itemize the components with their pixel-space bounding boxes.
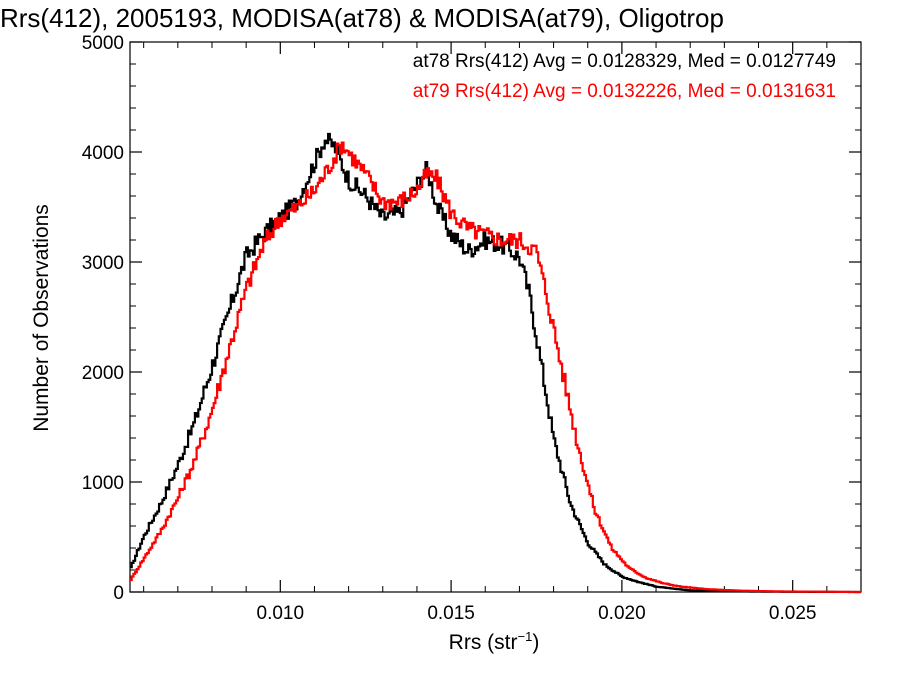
y-tick-label: 0 <box>113 583 124 604</box>
y-tick-label: 5000 <box>82 33 124 54</box>
series-line-at79 <box>130 141 861 594</box>
y-axis-label: Number of Observations <box>30 204 53 432</box>
y-tick-label: 1000 <box>82 473 124 494</box>
x-tick-label: 0.015 <box>427 603 475 624</box>
x-axis-label: Rrs (str−1) <box>449 629 540 654</box>
series-lines <box>130 132 861 594</box>
x-axis-label-main: Rrs (str <box>449 631 518 654</box>
x-axis-label-close: ) <box>532 631 539 654</box>
x-tick-label: 0.025 <box>769 603 817 624</box>
x-tick-label: 0.020 <box>598 603 646 624</box>
x-tick-label: 0.010 <box>257 603 305 624</box>
chart-title: Rrs(412), 2005193, MODISA(at78) & MODISA… <box>0 3 724 33</box>
series-line-at78 <box>130 132 861 594</box>
y-tick-label: 2000 <box>82 363 124 384</box>
plot-frame <box>129 41 862 593</box>
legend-entry-at78: at78 Rrs(412) Avg = 0.0128329, Med = 0.0… <box>413 51 836 72</box>
x-axis-ticks: 0.010 0.015 0.020 0.025 <box>143 42 828 624</box>
y-axis-ticks: 0 1000 2000 3000 4000 5000 <box>82 33 861 604</box>
y-tick-label: 3000 <box>82 253 124 274</box>
x-axis-label-sup: −1 <box>518 629 533 644</box>
legend: at78 Rrs(412) Avg = 0.0128329, Med = 0.0… <box>413 51 836 102</box>
y-tick-label: 4000 <box>82 143 124 164</box>
legend-entry-at79: at79 Rrs(412) Avg = 0.0132226, Med = 0.0… <box>413 81 836 102</box>
